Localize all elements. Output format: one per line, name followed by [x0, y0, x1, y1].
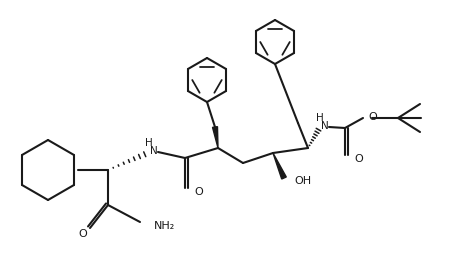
Text: H: H	[145, 138, 152, 148]
Text: NH₂: NH₂	[154, 221, 175, 231]
Text: N: N	[150, 146, 157, 156]
Text: O: O	[367, 112, 376, 122]
Text: N: N	[320, 121, 328, 131]
Text: O: O	[78, 229, 87, 239]
Text: O: O	[193, 187, 202, 197]
Text: H: H	[315, 113, 323, 123]
Text: O: O	[353, 154, 362, 164]
Polygon shape	[273, 153, 286, 179]
Text: OH: OH	[293, 176, 310, 186]
Polygon shape	[212, 127, 217, 148]
